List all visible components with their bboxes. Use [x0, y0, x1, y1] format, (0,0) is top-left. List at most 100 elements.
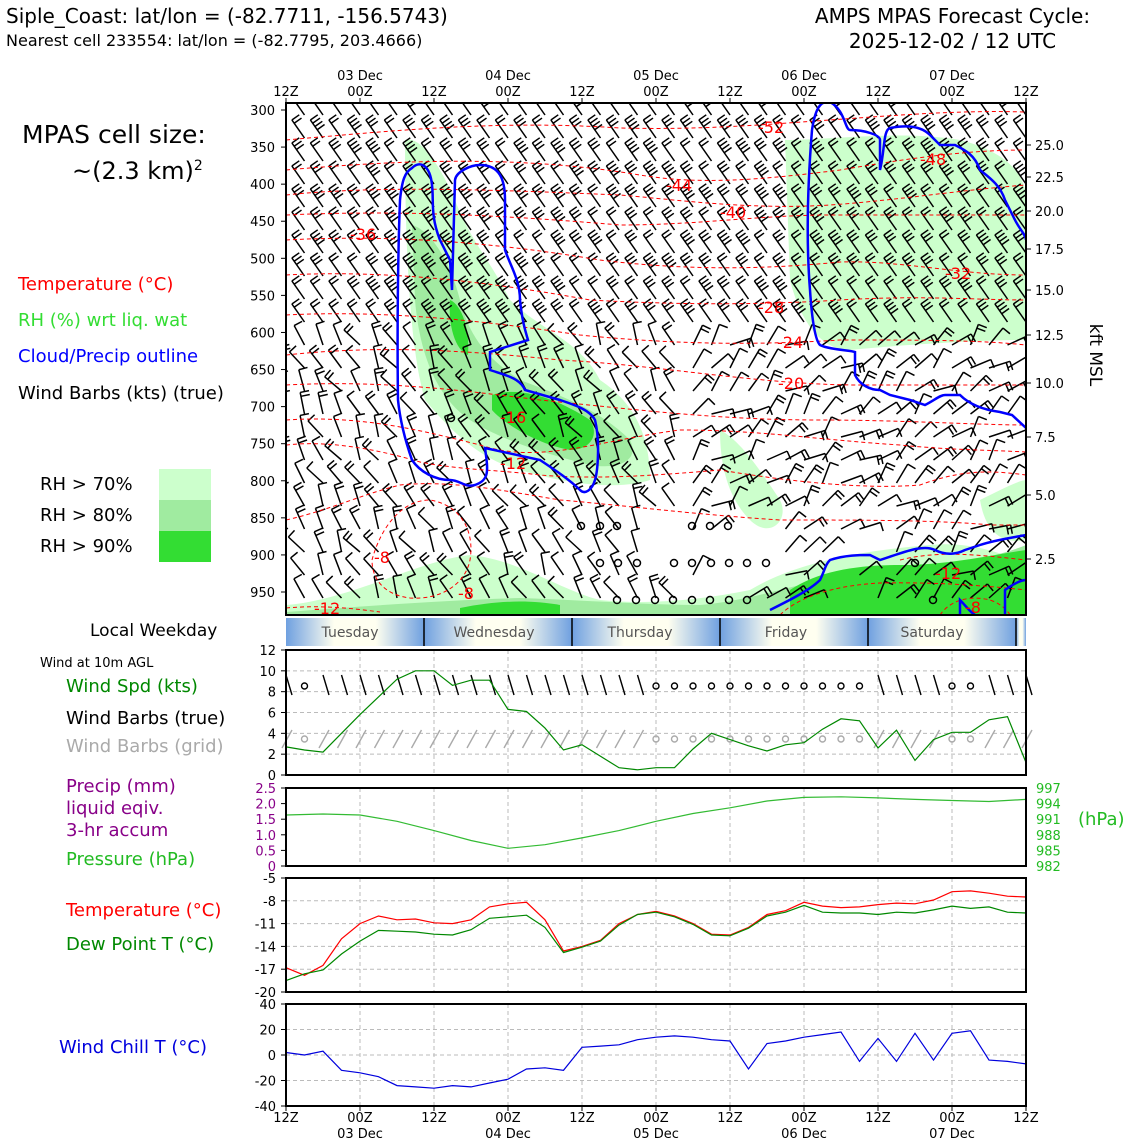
wind-barb — [864, 183, 879, 208]
bottom-tick-label: 00Z — [495, 1111, 521, 1126]
wind-barb — [859, 329, 883, 346]
wind-barb — [291, 275, 306, 300]
wind-barb — [332, 320, 343, 346]
wind-barb — [698, 206, 713, 231]
wind-barb — [932, 465, 956, 484]
wind-barb — [326, 459, 343, 484]
pressure-label: 800 — [250, 475, 275, 490]
wind-barb — [766, 493, 791, 507]
weekday-bar: Tuesday Wednesday Thursday Friday Saturday — [286, 618, 1026, 646]
wind-barb — [647, 320, 657, 346]
wind-barb — [692, 438, 710, 461]
wind-barb — [747, 372, 770, 392]
wind-barb — [547, 506, 565, 530]
wind-barb — [503, 550, 514, 576]
y-tick-label: -20 — [255, 986, 276, 1001]
wind-barb — [531, 206, 546, 231]
top-date-label: 06 Dec — [781, 69, 827, 84]
wind-barb — [698, 252, 713, 277]
wind-barb — [380, 414, 398, 438]
wind-barb — [464, 458, 475, 484]
wind-barb — [803, 392, 821, 415]
wind-barb — [494, 160, 509, 185]
wind-barb — [387, 103, 398, 116]
wind-barb — [692, 324, 711, 346]
kft-label: 2.5 — [1035, 553, 1056, 568]
legend-wind: Wind Barbs (kts) (true) — [18, 383, 224, 404]
wind-barb — [877, 370, 896, 392]
calm-circle — [724, 558, 734, 568]
wind-barb — [501, 412, 512, 438]
wind-barb — [604, 321, 620, 346]
wind-barb — [821, 489, 845, 507]
wind-barb — [457, 137, 472, 162]
wind-barb — [813, 103, 824, 116]
wind-barb — [476, 252, 491, 277]
y-tick-label: 0 — [268, 769, 276, 784]
wind-barb — [661, 252, 677, 277]
top-tick-label: 12Z — [717, 85, 743, 100]
wind-barb — [512, 413, 528, 438]
calm-circle-10m — [800, 682, 808, 690]
wind-barb — [692, 486, 713, 507]
wind-barb — [920, 160, 935, 185]
barb-10m — [581, 674, 589, 696]
barb-grid — [910, 729, 922, 749]
wind-barb — [309, 183, 325, 208]
wind-barbs-10m — [285, 674, 1033, 696]
wind-barb — [932, 347, 952, 369]
wind-barb — [698, 275, 714, 300]
weekday-cell — [286, 618, 424, 646]
wind-barb — [748, 496, 773, 507]
calm-circle — [631, 595, 641, 605]
wind-barb — [648, 458, 659, 484]
wind-barb — [1012, 160, 1026, 185]
wind-barb — [803, 464, 825, 484]
weekday-name: Wednesday — [453, 625, 534, 641]
wind-barb — [553, 343, 565, 369]
wind-barb — [550, 183, 566, 208]
barb-10m — [544, 674, 552, 696]
wind-barb — [363, 552, 380, 576]
kft-axis-title: kft MSL — [1085, 324, 1105, 387]
cell-size-value: ~(2.3 km)2 — [72, 157, 203, 185]
wind-barb — [827, 183, 842, 208]
wind-barb — [605, 114, 620, 139]
wind-barb — [630, 504, 641, 530]
wind-barb — [550, 114, 565, 139]
y-tick-label: 8 — [268, 686, 276, 701]
wind-barb — [513, 252, 529, 277]
calm-circle — [446, 413, 456, 423]
station-title: Siple_Coast: lat/lon = (-82.7711, -156.5… — [6, 4, 448, 28]
pressure-label: 400 — [250, 178, 275, 193]
wind-barb — [692, 373, 715, 392]
wind-barb — [439, 160, 454, 185]
wind-barb — [776, 103, 787, 116]
temp-contour-labels: -52 -48 -44 -40 -36 -32 -28 -24 -20 -16 … — [314, 118, 981, 618]
wind-barb — [692, 348, 713, 369]
wind-barb — [286, 136, 287, 138]
wind-barb — [291, 252, 306, 277]
wind-barb — [642, 252, 658, 277]
wind-barb — [495, 505, 509, 530]
wind-barb — [369, 103, 380, 116]
wind-barb — [550, 551, 565, 576]
wind-barb — [548, 437, 565, 461]
wind-barb — [457, 413, 472, 438]
wind-barb — [649, 366, 660, 392]
top-tick-label: 00Z — [791, 85, 817, 100]
calm-circle — [595, 521, 605, 531]
temp-label: -28 — [758, 298, 784, 317]
calm-circle-10m — [948, 682, 956, 690]
wind-barb — [624, 183, 639, 208]
wind-barb — [938, 183, 953, 208]
wind-barb — [295, 103, 306, 116]
wind-barb — [383, 160, 398, 185]
wind-barb — [291, 298, 306, 323]
wind-barb — [692, 397, 716, 415]
wind-barb — [568, 206, 583, 231]
kft-label: 12.5 — [1035, 329, 1064, 344]
wind-barb — [729, 485, 749, 507]
bottom-date-label: 06 Dec — [781, 1127, 827, 1140]
wind-barb — [309, 160, 324, 185]
